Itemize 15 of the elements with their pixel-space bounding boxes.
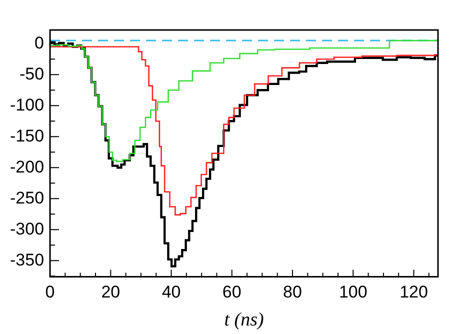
y-tick-label: -250 — [10, 188, 44, 208]
y-tick-label: -50 — [19, 64, 44, 84]
x-tick-label: 20 — [101, 282, 120, 302]
x-tick-label: 40 — [162, 282, 181, 302]
y-tick-label: -350 — [10, 250, 44, 270]
x-axis-title: t (ns) — [224, 310, 264, 331]
x-tick-label: 120 — [400, 282, 428, 302]
x-tick-label: 60 — [222, 282, 242, 302]
y-tick-label: -200 — [10, 157, 44, 176]
y-tick-label: -300 — [10, 219, 44, 238]
y-tick-label: 0 — [34, 33, 44, 52]
y-tick-label: -100 — [10, 95, 44, 114]
x-tick-label: 100 — [338, 282, 368, 302]
y-tick-label: -150 — [10, 126, 44, 146]
x-tick-label: 80 — [283, 282, 302, 302]
